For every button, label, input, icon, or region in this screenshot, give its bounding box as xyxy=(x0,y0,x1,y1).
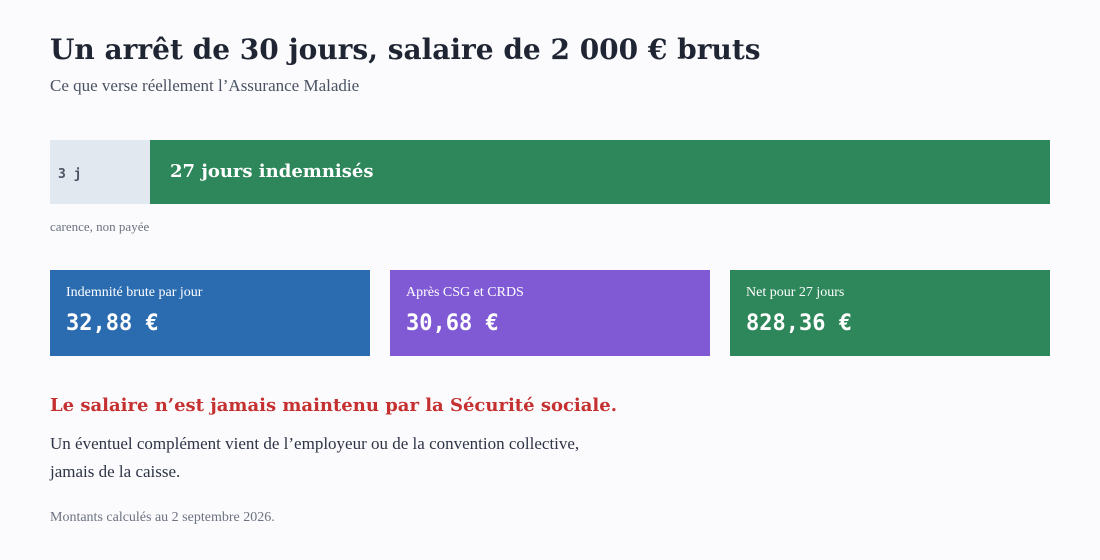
explanation-line-2: jamais de la caisse. xyxy=(50,462,181,481)
sick-leave-timeline: 3 j 27 jours indemnisés xyxy=(50,140,1050,204)
card-label: Net pour 27 jours xyxy=(746,285,845,300)
page-title: Un arrêt de 30 jours, salaire de 2 000 €… xyxy=(50,33,761,66)
card-value: 828,36 € xyxy=(746,311,852,336)
paid-days-label: 27 jours indemnisés xyxy=(170,161,374,182)
carence-segment: 3 j xyxy=(50,140,150,204)
page-subtitle: Ce que verse réellement l’Assurance Mala… xyxy=(50,76,360,95)
page-container: Un arrêt de 30 jours, salaire de 2 000 €… xyxy=(50,28,1050,525)
carence-days-label: 3 j xyxy=(58,167,82,182)
card-value: 30,68 € xyxy=(406,311,499,336)
gross-daily-allowance-card: Indemnité brute par jour 32,88 € xyxy=(50,270,370,356)
explanation-text: Un éventuel complément vient de l’employ… xyxy=(50,430,650,486)
after-csg-crds-card: Après CSG et CRDS 30,68 € xyxy=(390,270,710,356)
calculation-date-note: Montants calculés au 2 septembre 2026. xyxy=(50,510,275,525)
paid-days-segment: 27 jours indemnisés xyxy=(150,140,1050,204)
explanation-line-1: Un éventuel complément vient de l’employ… xyxy=(50,434,580,453)
card-value: 32,88 € xyxy=(66,311,159,336)
card-label: Après CSG et CRDS xyxy=(406,285,524,300)
amount-cards: Indemnité brute par jour 32,88 € Après C… xyxy=(50,270,1050,356)
warning-heading: Le salaire n’est jamais maintenu par la … xyxy=(50,395,617,416)
card-label: Indemnité brute par jour xyxy=(66,285,203,300)
carence-note: carence, non payée xyxy=(50,219,150,234)
net-total-card: Net pour 27 jours 828,36 € xyxy=(730,270,1050,356)
